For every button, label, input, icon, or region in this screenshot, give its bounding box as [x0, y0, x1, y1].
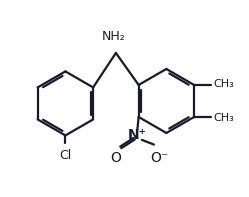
Text: CH₃: CH₃: [214, 113, 235, 123]
Text: Cl: Cl: [59, 149, 71, 162]
Text: O⁻: O⁻: [150, 151, 169, 165]
Text: NH₂: NH₂: [102, 30, 125, 43]
Text: O: O: [110, 151, 121, 165]
Text: N⁺: N⁺: [128, 128, 147, 142]
Text: CH₃: CH₃: [214, 79, 235, 89]
